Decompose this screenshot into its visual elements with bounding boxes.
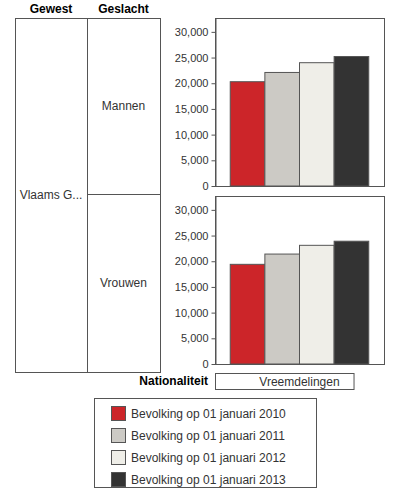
plot-frame	[216, 19, 385, 187]
tick: 20,000	[175, 77, 216, 89]
tick-label: 15,000	[175, 103, 209, 115]
bar	[265, 254, 300, 364]
bar	[265, 72, 300, 186]
tick-mark	[212, 287, 216, 288]
x-axis-title: Nationaliteit	[139, 374, 208, 388]
axis-line	[216, 197, 217, 365]
tick: 0	[202, 358, 215, 370]
tick: 15,000	[175, 281, 216, 293]
tick: 30,000	[175, 26, 216, 38]
y-axis: 0 5,000 10,000 15,000 20,000 25,000 30,000	[175, 197, 216, 371]
tick-label: 25,000	[175, 230, 209, 242]
panel-title: Mannen	[102, 99, 145, 113]
tick: 15,000	[175, 103, 216, 115]
tick: 30,000	[175, 204, 216, 216]
tick-label: 10,000	[175, 307, 209, 319]
bar	[300, 245, 335, 364]
tick: 5,000	[181, 154, 216, 166]
axis-line	[216, 19, 217, 187]
legend-swatch	[112, 407, 126, 421]
tick-mark	[212, 210, 216, 211]
tick-label: 30,000	[175, 26, 209, 38]
tick-mark	[212, 364, 216, 365]
header-label: Geslacht	[98, 2, 149, 16]
category-box	[216, 374, 355, 390]
plot-frame	[216, 197, 385, 365]
tick: 10,000	[175, 307, 216, 319]
category-label: Vreemdelingen	[259, 375, 339, 389]
tick-mark	[212, 261, 216, 262]
legend-label: Bevolking op 01 januari 2011	[131, 429, 285, 443]
legend: Bevolking op 01 januari 2010 Bevolking op…	[95, 399, 317, 488]
tick-label: 30,000	[175, 204, 209, 216]
header-label: Gewest	[30, 2, 73, 16]
bar	[230, 82, 265, 186]
tick: 25,000	[175, 230, 216, 242]
region-label: Vlaams G...	[20, 188, 83, 202]
chart: Gewest Geslacht Vlaams G... Mannen 0 5,000 10,…	[0, 0, 405, 490]
tick-mark	[212, 32, 216, 33]
bars	[230, 241, 369, 364]
panel-title: Vrouwen	[100, 276, 147, 290]
tick-mark	[212, 160, 216, 161]
tick-label: 15,000	[175, 281, 209, 293]
bar	[300, 63, 335, 186]
bar	[230, 264, 265, 364]
tick-mark	[212, 236, 216, 237]
tick: 20,000	[175, 255, 216, 267]
tick: 0	[202, 180, 215, 192]
legend-label: Bevolking op 01 januari 2010	[131, 407, 286, 421]
tick-label: 20,000	[175, 77, 209, 89]
tick-mark	[212, 186, 216, 187]
legend-swatch	[112, 473, 126, 487]
tick-label: 10,000	[175, 129, 209, 141]
tick-label: 20,000	[175, 255, 209, 267]
legend-swatch	[112, 429, 126, 443]
tick-label: 25,000	[175, 52, 209, 64]
tick-label: 0	[202, 358, 208, 370]
legend-swatch	[112, 451, 126, 465]
table-frame	[16, 19, 161, 373]
tick-label: 5,000	[181, 332, 209, 344]
tick-label: 5,000	[181, 154, 209, 166]
legend-frame	[95, 399, 317, 488]
tick-mark	[212, 135, 216, 136]
legend-label: Bevolking op 01 januari 2012	[131, 451, 286, 465]
tick-mark	[212, 83, 216, 84]
table-divider	[87, 194, 160, 195]
bar	[334, 57, 369, 186]
tick-mark	[212, 109, 216, 110]
bar	[334, 241, 369, 364]
tick: 5,000	[181, 332, 216, 344]
tick-mark	[212, 313, 216, 314]
bars	[230, 57, 369, 186]
tick-mark	[212, 338, 216, 339]
legend-label: Bevolking op 01 januari 2013	[131, 473, 286, 487]
tick: 10,000	[175, 129, 216, 141]
y-axis: 0 5,000 10,000 15,000 20,000 25,000 30,000	[175, 19, 216, 193]
tick: 25,000	[175, 52, 216, 64]
tick-label: 0	[202, 180, 208, 192]
tick-mark	[212, 58, 216, 59]
